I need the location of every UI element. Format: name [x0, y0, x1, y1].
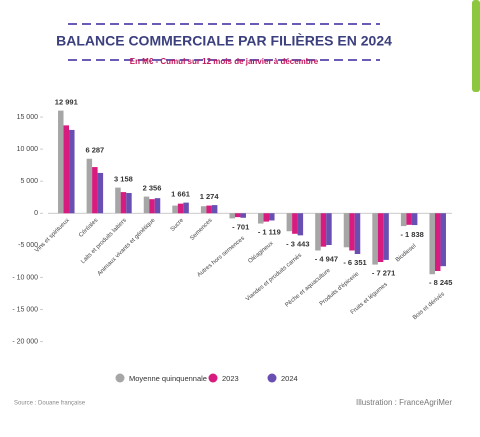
bar: [292, 213, 298, 234]
y-tick-label: 10 000: [17, 146, 39, 153]
y-tick-label: 15 000: [17, 114, 39, 121]
source: Source : Douane française: [14, 401, 86, 407]
value-label: - 1 119: [258, 228, 281, 237]
bar: [183, 202, 189, 214]
value-label: 1 661: [171, 190, 190, 199]
bar: [326, 213, 332, 246]
legend-swatch: [267, 373, 277, 383]
bar: [320, 213, 327, 247]
value-label: 1 274: [200, 192, 220, 201]
y-tick-label: -5 000: [18, 242, 38, 249]
y-tick-label: - 15 000: [12, 306, 38, 313]
bar: [354, 213, 361, 255]
credit: Illustration : FranceAgriMer: [356, 398, 452, 407]
bar: [229, 213, 235, 219]
bar: [258, 213, 264, 224]
bar: [200, 206, 207, 214]
bar: [149, 199, 155, 214]
legend-label: 2024: [281, 374, 298, 383]
chart-subtitle: En M€ - Cumul sur 12 mois de janvier à d…: [130, 57, 319, 66]
bar: [63, 125, 70, 214]
bar: [349, 213, 355, 251]
value-label: - 7 271: [372, 269, 395, 278]
bar: [377, 213, 384, 263]
bar: [58, 110, 64, 214]
value-label: - 1 838: [400, 230, 423, 239]
bar: [154, 198, 161, 214]
bar: [297, 213, 304, 236]
bar: [177, 203, 184, 214]
bar: [429, 213, 435, 275]
bar: [86, 158, 93, 214]
value-label: 6 287: [85, 146, 104, 155]
bar: [97, 172, 104, 214]
bar: [120, 192, 127, 214]
bar: [269, 213, 275, 221]
bar: [286, 213, 293, 232]
bar: [372, 213, 378, 265]
bar: [92, 167, 98, 214]
value-label: 2 356: [143, 184, 162, 193]
value-label: 3 158: [114, 175, 133, 184]
bar: [172, 205, 178, 214]
bar: [411, 213, 418, 226]
corner-tab: [472, 0, 480, 92]
bar: [234, 213, 241, 218]
bar: [315, 213, 321, 251]
value-label: 12 991: [55, 98, 78, 107]
value-label: - 3 443: [286, 239, 309, 248]
bar: [115, 187, 121, 214]
y-tick-label: - 20 000: [12, 338, 38, 345]
bar: [211, 205, 218, 214]
value-label: - 6 351: [343, 258, 366, 267]
legend-label: Moyenne quinquennale: [129, 374, 207, 383]
bar: [69, 129, 75, 214]
y-tick-label: 5 000: [20, 178, 38, 185]
bar: [406, 213, 412, 225]
bar: [400, 213, 407, 227]
bar: [383, 213, 389, 260]
bar: [206, 205, 212, 214]
y-tick-label: 0: [34, 210, 38, 217]
bar: [143, 196, 150, 214]
value-label: - 4 947: [315, 254, 338, 263]
bar: [440, 213, 446, 267]
bar: [343, 213, 350, 248]
value-label: - 701: [232, 222, 249, 231]
chart-title: BALANCE COMMERCIALE PAR FILIÈRES EN 2024: [56, 33, 392, 49]
legend-swatch: [115, 373, 125, 383]
bar: [240, 213, 246, 218]
bar: [434, 213, 441, 272]
value-label: - 8 245: [429, 278, 452, 287]
legend-swatch: [208, 373, 218, 383]
bar: [126, 193, 132, 214]
y-tick-label: - 10 000: [12, 274, 38, 281]
legend-label: 2023: [222, 374, 239, 383]
bar: [263, 213, 270, 222]
